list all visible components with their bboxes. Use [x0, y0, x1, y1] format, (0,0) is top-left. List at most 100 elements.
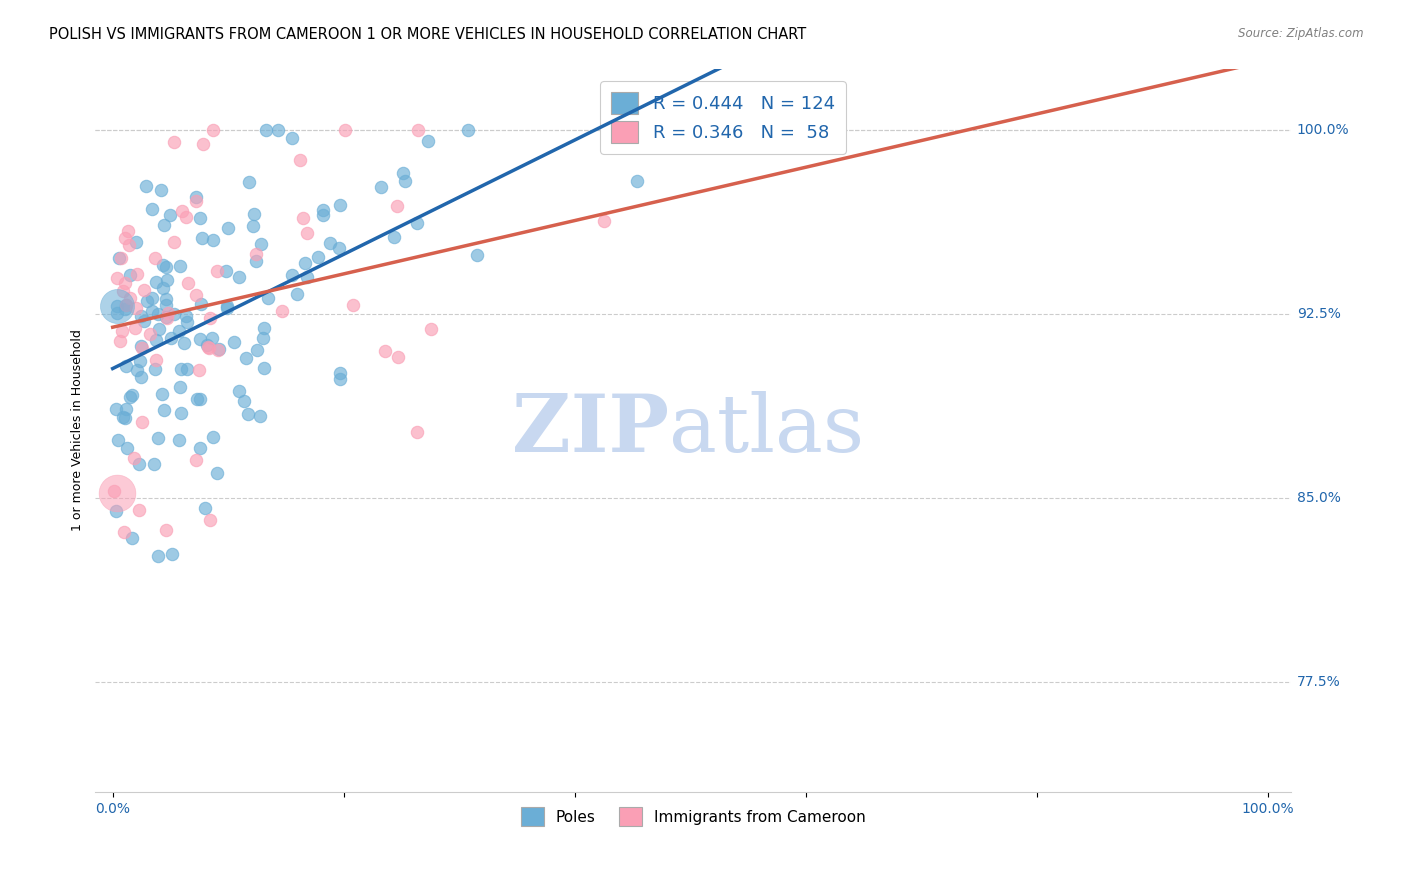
Point: [394, 174, 416, 188]
Point: [118, 390, 141, 404]
Point: [191, 231, 214, 245]
Point: [131, 341, 153, 355]
Point: [150, 183, 173, 197]
Point: [176, 211, 198, 225]
Point: [132, 314, 155, 328]
Point: [145, 275, 167, 289]
Point: [125, 301, 148, 315]
Point: [208, 343, 231, 357]
Point: [117, 224, 139, 238]
Text: atlas: atlas: [669, 392, 865, 469]
Point: [141, 303, 163, 318]
Point: [194, 500, 217, 515]
Point: [333, 123, 356, 137]
Point: [163, 135, 186, 149]
Point: [281, 268, 304, 282]
Point: [160, 548, 183, 562]
Point: [186, 453, 208, 467]
Point: [145, 333, 167, 347]
Point: [127, 267, 149, 281]
Y-axis label: 1 or more Vehicles in Household: 1 or more Vehicles in Household: [72, 329, 84, 531]
Point: [245, 247, 267, 261]
Point: [190, 442, 212, 456]
Point: [141, 202, 163, 216]
Point: [169, 259, 191, 273]
Point: [228, 269, 250, 284]
Point: [187, 363, 209, 377]
Point: [122, 450, 145, 465]
Point: [295, 227, 318, 241]
Point: [129, 354, 152, 368]
Point: [193, 137, 215, 152]
Point: [150, 387, 173, 401]
Point: [197, 342, 219, 356]
Point: [155, 260, 177, 275]
Point: [198, 514, 221, 528]
Point: [288, 153, 311, 168]
Point: [152, 281, 174, 295]
Point: [217, 301, 239, 316]
Point: [120, 268, 142, 283]
Point: [169, 324, 191, 338]
Point: [186, 288, 208, 302]
Point: [659, 123, 682, 137]
Point: [136, 294, 159, 309]
Point: [163, 235, 186, 249]
Point: [465, 247, 488, 261]
Text: 85.0%: 85.0%: [1296, 491, 1340, 505]
Point: [156, 306, 179, 320]
Point: [155, 310, 177, 325]
Point: [419, 322, 441, 336]
Point: [188, 211, 211, 225]
Point: [207, 343, 229, 357]
Point: [143, 252, 166, 266]
Point: [124, 320, 146, 334]
Point: [104, 504, 127, 518]
Point: [205, 263, 228, 277]
Point: [105, 270, 128, 285]
Point: [120, 291, 142, 305]
Point: [253, 360, 276, 375]
Point: [153, 218, 176, 232]
Point: [202, 430, 225, 444]
Point: [342, 298, 364, 312]
Point: [114, 302, 136, 317]
Point: [148, 322, 170, 336]
Point: [111, 284, 134, 298]
Point: [105, 306, 128, 320]
Point: [131, 415, 153, 429]
Point: [271, 303, 294, 318]
Point: [329, 372, 352, 386]
Point: [285, 286, 308, 301]
Point: [186, 190, 208, 204]
Point: [167, 433, 190, 447]
Point: [114, 401, 136, 416]
Point: [155, 298, 177, 312]
Point: [201, 331, 224, 345]
Point: [201, 123, 224, 137]
Point: [107, 433, 129, 447]
Point: [245, 254, 267, 268]
Point: [141, 291, 163, 305]
Point: [105, 485, 128, 500]
Point: [294, 256, 316, 270]
Point: [160, 331, 183, 345]
Point: [128, 457, 150, 471]
Point: [152, 258, 174, 272]
Point: [215, 299, 238, 313]
Point: [243, 207, 266, 221]
Point: [115, 441, 138, 455]
Point: [153, 403, 176, 417]
Point: [392, 166, 415, 180]
Point: [148, 431, 170, 445]
Point: [121, 388, 143, 402]
Point: [250, 237, 273, 252]
Point: [242, 219, 264, 233]
Point: [155, 523, 177, 537]
Legend: Poles, Immigrants from Cameroon: Poles, Immigrants from Cameroon: [512, 798, 875, 835]
Point: [222, 335, 245, 350]
Point: [104, 402, 127, 417]
Point: [103, 484, 125, 499]
Point: [205, 467, 228, 481]
Point: [114, 411, 136, 425]
